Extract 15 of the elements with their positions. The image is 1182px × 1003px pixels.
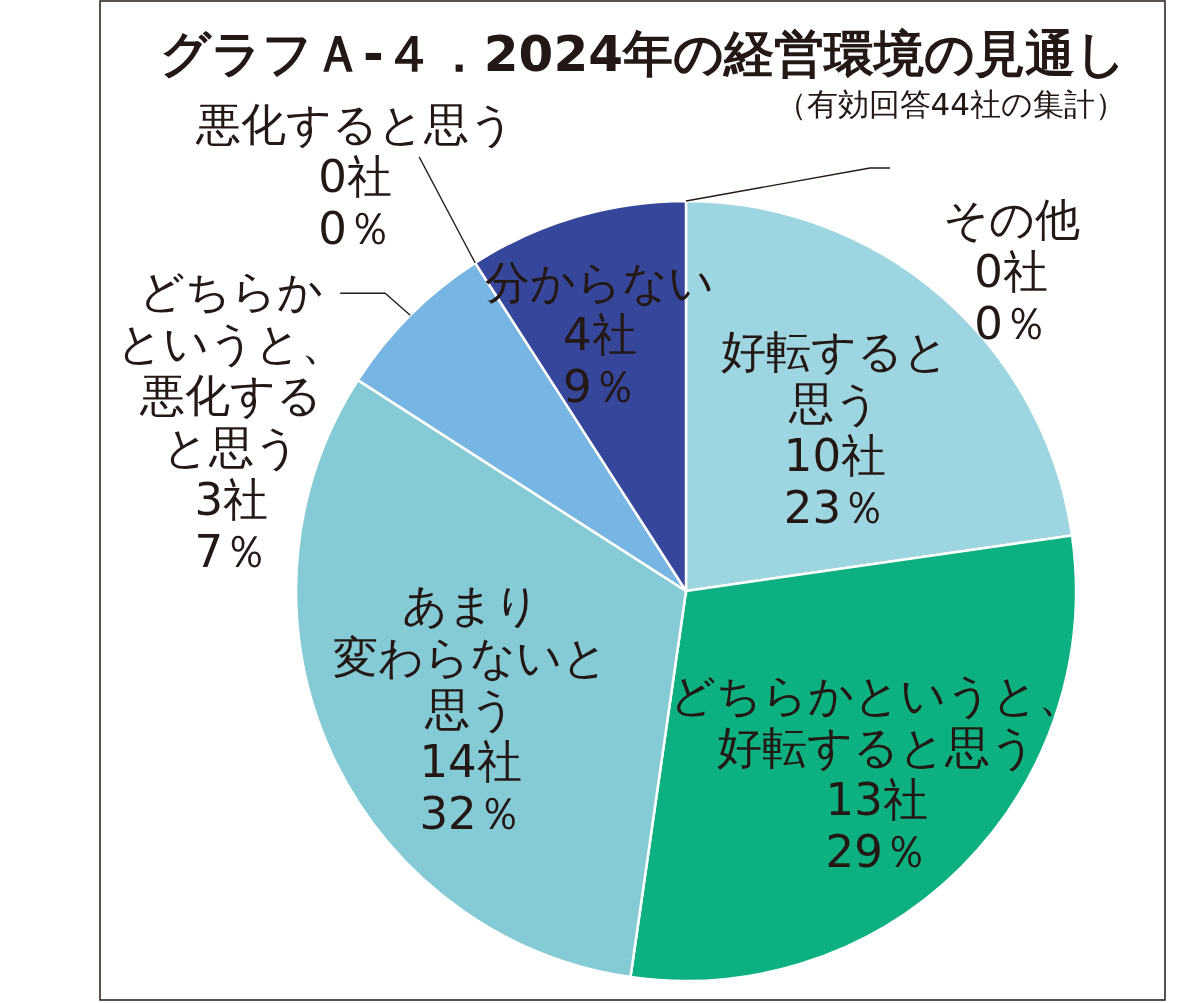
data-label: 4社 9％: [562, 308, 637, 414]
text: 0社 0％: [318, 149, 392, 255]
category-label: 悪化すると思う: [195, 97, 515, 151]
data-label: 3社 7％: [194, 473, 269, 579]
category-label: その他: [942, 193, 1080, 246]
slice-label: 好転すると思う: [720, 325, 949, 431]
data-label: 14社 32％: [419, 735, 522, 841]
text: 0社 0％: [974, 245, 1048, 350]
data-label: 10社 23％: [783, 429, 887, 535]
chart-title: グラフＡ-４．2024年の経営環境の見通し: [160, 25, 1126, 83]
data-label: 13社 29％: [825, 772, 928, 878]
chart-subtitle: （有効回答44社の集計）: [775, 86, 1126, 122]
slice-label: あまり変わらないと思う: [333, 579, 608, 737]
slice-label: どちらかというと、悪化すると思う: [116, 265, 346, 475]
slice-label: どちらかというと、好転すると思う: [670, 668, 1084, 774]
